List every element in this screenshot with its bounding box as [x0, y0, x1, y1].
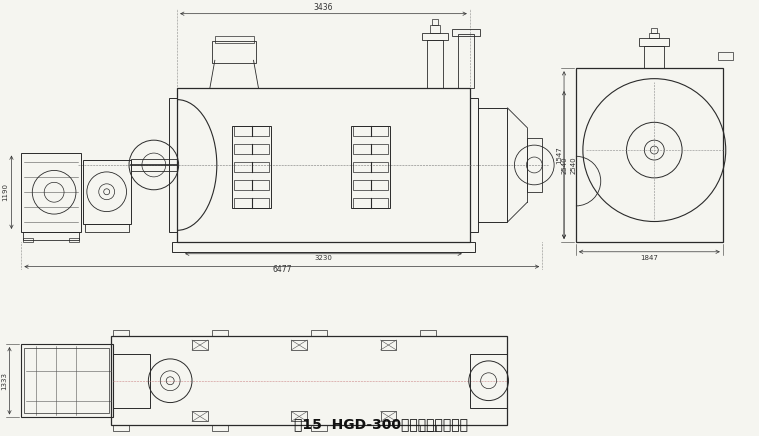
Text: 3436: 3436	[313, 3, 333, 12]
Text: 1333: 1333	[2, 372, 8, 390]
Bar	[83, 160, 131, 224]
Bar	[192, 412, 208, 422]
Bar	[470, 354, 508, 408]
Bar	[234, 162, 269, 172]
Bar	[353, 162, 389, 172]
Text: 1847: 1847	[641, 255, 658, 261]
Bar	[651, 27, 657, 33]
Bar	[24, 238, 33, 242]
Text: 3230: 3230	[314, 255, 332, 261]
Bar	[215, 35, 254, 44]
Bar	[650, 33, 660, 38]
Bar	[353, 144, 389, 154]
Bar	[21, 344, 112, 417]
Bar	[353, 180, 389, 190]
Bar	[24, 232, 79, 240]
Bar	[234, 180, 269, 190]
Bar	[234, 126, 269, 136]
Bar	[192, 340, 208, 350]
Text: 2540: 2540	[571, 156, 577, 174]
Bar	[351, 126, 390, 208]
Bar	[422, 33, 448, 41]
Bar	[470, 98, 477, 232]
Bar	[353, 126, 389, 136]
Bar	[380, 340, 396, 350]
Bar	[458, 34, 474, 88]
Bar	[380, 412, 396, 422]
Bar	[112, 426, 128, 431]
Bar	[432, 19, 438, 24]
Text: 图15  HGD-300型干式混合机外形: 图15 HGD-300型干式混合机外形	[294, 417, 468, 431]
Bar	[212, 426, 228, 431]
Text: 2540: 2540	[562, 156, 568, 174]
Bar	[85, 224, 128, 232]
Bar	[430, 24, 440, 33]
Bar	[311, 426, 327, 431]
Bar	[427, 41, 443, 88]
Bar	[528, 138, 542, 192]
Bar	[718, 52, 732, 60]
Bar	[21, 153, 81, 232]
Bar	[311, 330, 327, 336]
Bar	[234, 144, 269, 154]
Bar	[291, 412, 307, 422]
Bar	[111, 336, 508, 426]
Bar	[212, 41, 257, 63]
Text: 6477: 6477	[272, 265, 291, 274]
Text: 1547: 1547	[556, 146, 562, 164]
Bar	[576, 68, 723, 242]
Bar	[172, 242, 474, 252]
Bar	[420, 330, 436, 336]
Bar	[169, 98, 177, 232]
Bar	[291, 340, 307, 350]
Bar	[24, 348, 109, 413]
Bar	[353, 198, 389, 208]
Bar	[452, 29, 480, 37]
Bar	[212, 330, 228, 336]
Bar	[69, 238, 79, 242]
Bar	[644, 46, 664, 68]
Bar	[477, 108, 508, 222]
Text: 1190: 1190	[2, 183, 8, 201]
Bar	[639, 38, 669, 46]
Bar	[177, 88, 470, 242]
Bar	[420, 426, 436, 431]
Bar	[112, 330, 128, 336]
Bar	[112, 354, 150, 408]
Bar	[234, 198, 269, 208]
Bar	[231, 126, 272, 208]
Bar	[131, 159, 177, 171]
